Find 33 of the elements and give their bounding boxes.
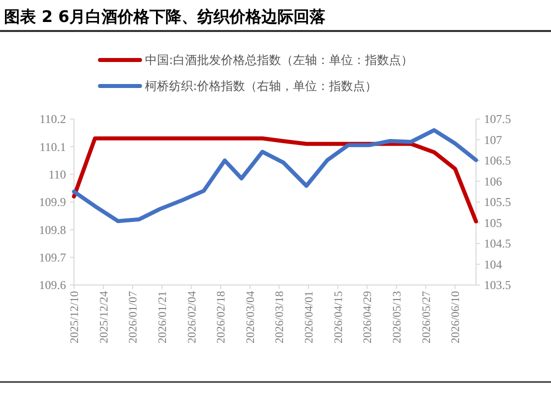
y2-tick-label: 105 [484,216,502,230]
legend-label: 中国:白酒批发价格总指数（左轴：单位：指数点） [145,53,414,68]
chart-title: 图表 2 6月白酒价格下降、纺织价格边际回落 [4,7,326,26]
y2-tick-label: 106.5 [484,154,511,168]
x-tick-label: 2026/04/01 [304,290,316,344]
legend-label: 柯桥纺织:价格指数（右轴，单位：指数点） [145,79,378,94]
y-tick-label: 110 [48,168,66,182]
x-tick-label: 2025/12/24 [98,290,110,344]
x-tick-label: 2026/05/13 [391,290,404,344]
y2-tick-label: 103.5 [484,278,511,292]
x-tick-label: 2026/01/21 [156,290,169,344]
y-tick-label: 110.1 [39,140,66,154]
y-tick-label: 109.7 [39,250,66,265]
y2-tick-label: 104.5 [484,236,511,251]
y2-tick-label: 106 [484,174,502,188]
y2-tick-label: 107.5 [484,112,511,126]
y-tick-label: 109.9 [39,195,66,210]
x-tick-label: 2026/04/29 [362,290,374,344]
y2-tick-label: 104 [484,257,502,272]
x-tick-label: 2026/03/18 [274,290,286,344]
x-tick-label: 2026/03/04 [244,290,257,344]
x-tick-label: 2026/02/18 [216,290,228,344]
y2-tick-label: 105.5 [484,195,511,210]
x-tick-label: 2026/01/07 [128,290,140,344]
x-tick-label: 2026/05/27 [420,290,433,344]
y-tick-label: 109.8 [39,222,66,237]
x-tick-label: 2026/02/04 [186,290,198,344]
y-tick-label: 109.6 [39,278,66,292]
x-tick-label: 2026/04/15 [332,290,345,344]
y2-tick-label: 107 [484,132,502,147]
y-tick-label: 110.2 [39,112,66,126]
x-tick-label: 2025/12/10 [69,290,82,344]
x-tick-label: 2026/06/10 [450,290,462,344]
